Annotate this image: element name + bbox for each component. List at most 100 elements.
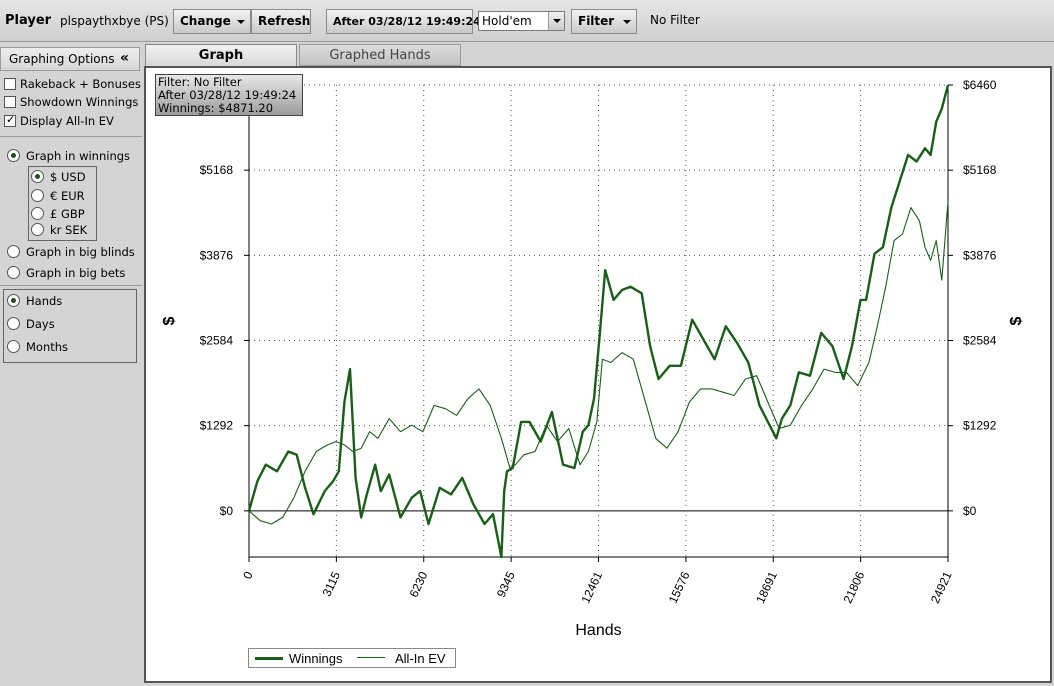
series-line-winnings [247, 84, 950, 559]
x-tick-label: 0 [240, 569, 256, 581]
graph-panel: $0 $0 $1292 $1292 $2584 $2584 $3876 $3876 $5168 $… [144, 66, 1052, 683]
filter-status: No Filter [650, 13, 700, 27]
y-tick-label-right: $2584 [963, 334, 997, 348]
checkbox-icon [4, 78, 16, 90]
allin-ev-checkbox[interactable]: Display All-In EV [4, 113, 114, 128]
radio-icon [7, 317, 20, 330]
divider [0, 136, 142, 137]
y-tick-label-right: $3876 [963, 248, 997, 262]
legend-allin-ev: All-In EV [395, 651, 446, 666]
tab-graphed-hands[interactable]: Graphed Hands [299, 44, 461, 66]
x-axis-hands-radio[interactable]: Hands [7, 294, 62, 308]
x-tick-label: 24921 [928, 569, 955, 605]
x-tick-label: 6230 [406, 569, 430, 599]
y-tick-label-left: $0 [220, 504, 234, 518]
legend-swatch-winnings [255, 657, 283, 660]
showdown-checkbox[interactable]: Showdown Winnings [4, 95, 138, 109]
date-filter-button[interactable]: After 03/28/12 19:49:24 [326, 9, 481, 34]
radio-selected-icon [7, 294, 20, 307]
player-label: Player [5, 13, 52, 28]
info-filter: Filter: No Filter [158, 75, 242, 89]
graphing-options-title: Graphing Options [9, 52, 115, 66]
info-box: Filter: No Filter After 03/28/12 19:49:2… [155, 74, 303, 116]
series-line-allin-ev [248, 200, 949, 525]
checkbox-checked-icon [4, 113, 16, 127]
y-axis-label-right: $ [1008, 316, 1025, 325]
x-axis-months-radio[interactable]: Months [7, 340, 68, 354]
info-winnings: Winnings: $4871.20 [158, 101, 274, 115]
double-chevron-left-icon[interactable]: « [119, 50, 129, 66]
rakeback-checkbox[interactable]: Rakeback + Bonuses [4, 77, 141, 91]
y-tick-label-right: $1292 [963, 419, 997, 433]
change-button-label: Change [180, 14, 231, 28]
graphing-options-header: Graphing Options « [0, 47, 140, 71]
graphing-options-panel: Graphing Options « Rakeback + Bonuses Sh… [0, 44, 143, 686]
winnings-chart: $0 $0 $1292 $1292 $2584 $2584 $3876 $3876 $5168 $… [161, 78, 1025, 639]
chevron-down-icon [237, 20, 245, 24]
currency-sek-radio[interactable]: kr SEK [31, 223, 87, 237]
y-tick-label-right: $0 [963, 504, 977, 518]
x-axis-days-radio[interactable]: Days [7, 317, 55, 331]
top-toolbar: Player plspaythxbye (PS) Change Refresh … [0, 0, 1054, 42]
refresh-button[interactable]: Refresh [251, 9, 311, 34]
y-tick-label-left: $3876 [200, 248, 234, 262]
graph-big-bets-label: Graph in big bets [26, 266, 126, 280]
radio-icon [31, 223, 44, 236]
y-axis-label-left: $ [161, 316, 178, 325]
graph-big-bets-radio[interactable]: Graph in big bets [7, 266, 125, 280]
x-axis-hands-label: Hands [26, 294, 63, 308]
change-button[interactable]: Change [173, 9, 251, 34]
game-type-select[interactable]: Hold'em [478, 11, 565, 31]
x-tick-label: 15576 [666, 569, 693, 605]
y-tick-label-right: $5168 [963, 163, 997, 177]
chevron-down-icon [623, 20, 631, 24]
x-tick-label: 12461 [578, 569, 605, 605]
radio-icon [7, 245, 20, 258]
currency-group [28, 166, 97, 241]
x-axis-months-label: Months [26, 340, 69, 354]
allin-ev-label: Display All-In EV [20, 114, 114, 128]
radio-icon [31, 207, 44, 220]
info-date: After 03/28/12 19:49:24 [158, 88, 297, 102]
x-tick-label: 9345 [494, 569, 518, 599]
radio-selected-icon [7, 149, 20, 162]
legend-swatch-allin-ev [357, 657, 385, 658]
graph-winnings-radio[interactable]: Graph in winnings [7, 149, 130, 163]
dropdown-arrow-icon[interactable] [548, 12, 564, 30]
y-tick-label-right: $6460 [963, 78, 997, 92]
currency-usd-label: $ USD [50, 170, 86, 184]
game-type-value: Hold'em [482, 14, 532, 28]
x-tick-label: 21806 [841, 569, 868, 605]
y-tick-label-left: $2584 [200, 334, 234, 348]
currency-eur-label: € EUR [50, 189, 85, 203]
graph-big-blinds-radio[interactable]: Graph in big blinds [7, 245, 135, 259]
player-name: plspaythxbye (PS) [60, 14, 169, 28]
currency-gbp-label: £ GBP [50, 207, 85, 221]
radio-icon [7, 266, 20, 279]
radio-selected-icon [31, 170, 44, 183]
filter-button-label: Filter [578, 14, 615, 28]
checkbox-icon [4, 96, 16, 108]
showdown-label: Showdown Winnings [20, 95, 139, 109]
x-axis-days-label: Days [26, 317, 55, 331]
graph-big-blinds-label: Graph in big blinds [26, 245, 135, 259]
legend-winnings: Winnings [289, 651, 343, 666]
rakeback-label: Rakeback + Bonuses [20, 77, 141, 91]
y-tick-label-left: $1292 [200, 419, 234, 433]
x-axis-label: Hands [575, 622, 621, 639]
currency-eur-radio[interactable]: € EUR [31, 189, 85, 203]
currency-sek-label: kr SEK [50, 223, 88, 237]
x-axis-mode-group [3, 289, 137, 363]
currency-gbp-radio[interactable]: £ GBP [31, 207, 85, 221]
radio-icon [31, 189, 44, 202]
radio-icon [7, 340, 20, 353]
chart-legend: Winnings All-In EV [248, 648, 456, 668]
filter-button[interactable]: Filter [571, 9, 637, 34]
tab-graph[interactable]: Graph [145, 44, 297, 66]
graph-winnings-label: Graph in winnings [26, 149, 131, 163]
x-tick-label: 18691 [753, 569, 780, 605]
y-tick-label-left: $5168 [200, 163, 234, 177]
currency-usd-radio[interactable]: $ USD [31, 170, 86, 184]
x-tick-label: 3115 [319, 569, 343, 599]
divider [0, 285, 142, 286]
